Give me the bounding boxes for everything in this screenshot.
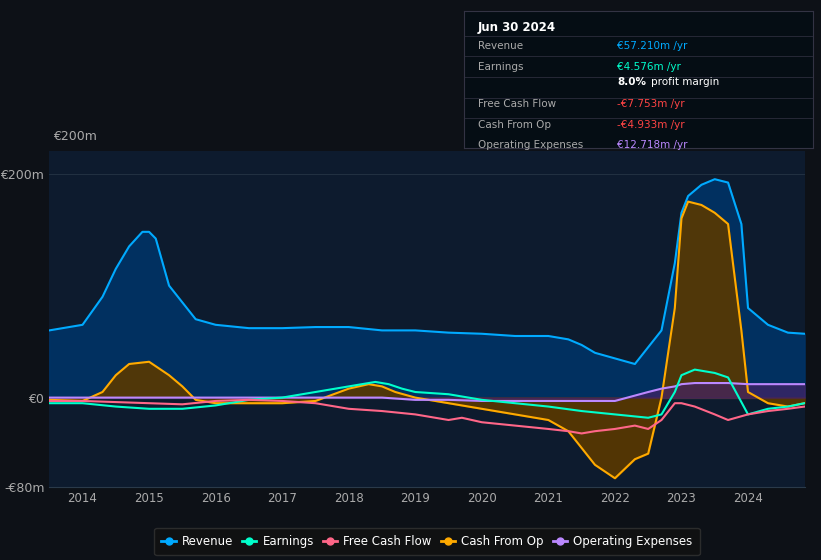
- Text: Operating Expenses: Operating Expenses: [478, 140, 583, 150]
- Text: €200m: €200m: [53, 130, 97, 143]
- Text: -€7.753m /yr: -€7.753m /yr: [617, 99, 685, 109]
- Text: -€4.933m /yr: -€4.933m /yr: [617, 120, 685, 129]
- Text: Earnings: Earnings: [478, 62, 523, 72]
- Text: €12.718m /yr: €12.718m /yr: [617, 140, 688, 150]
- Text: €57.210m /yr: €57.210m /yr: [617, 41, 688, 52]
- Text: Jun 30 2024: Jun 30 2024: [478, 21, 556, 34]
- Text: Revenue: Revenue: [478, 41, 523, 52]
- Legend: Revenue, Earnings, Free Cash Flow, Cash From Op, Operating Expenses: Revenue, Earnings, Free Cash Flow, Cash …: [154, 528, 699, 555]
- Text: Cash From Op: Cash From Op: [478, 120, 551, 129]
- Text: Free Cash Flow: Free Cash Flow: [478, 99, 556, 109]
- Text: €4.576m /yr: €4.576m /yr: [617, 62, 681, 72]
- Text: 8.0%: 8.0%: [617, 77, 646, 87]
- Text: profit margin: profit margin: [650, 77, 719, 87]
